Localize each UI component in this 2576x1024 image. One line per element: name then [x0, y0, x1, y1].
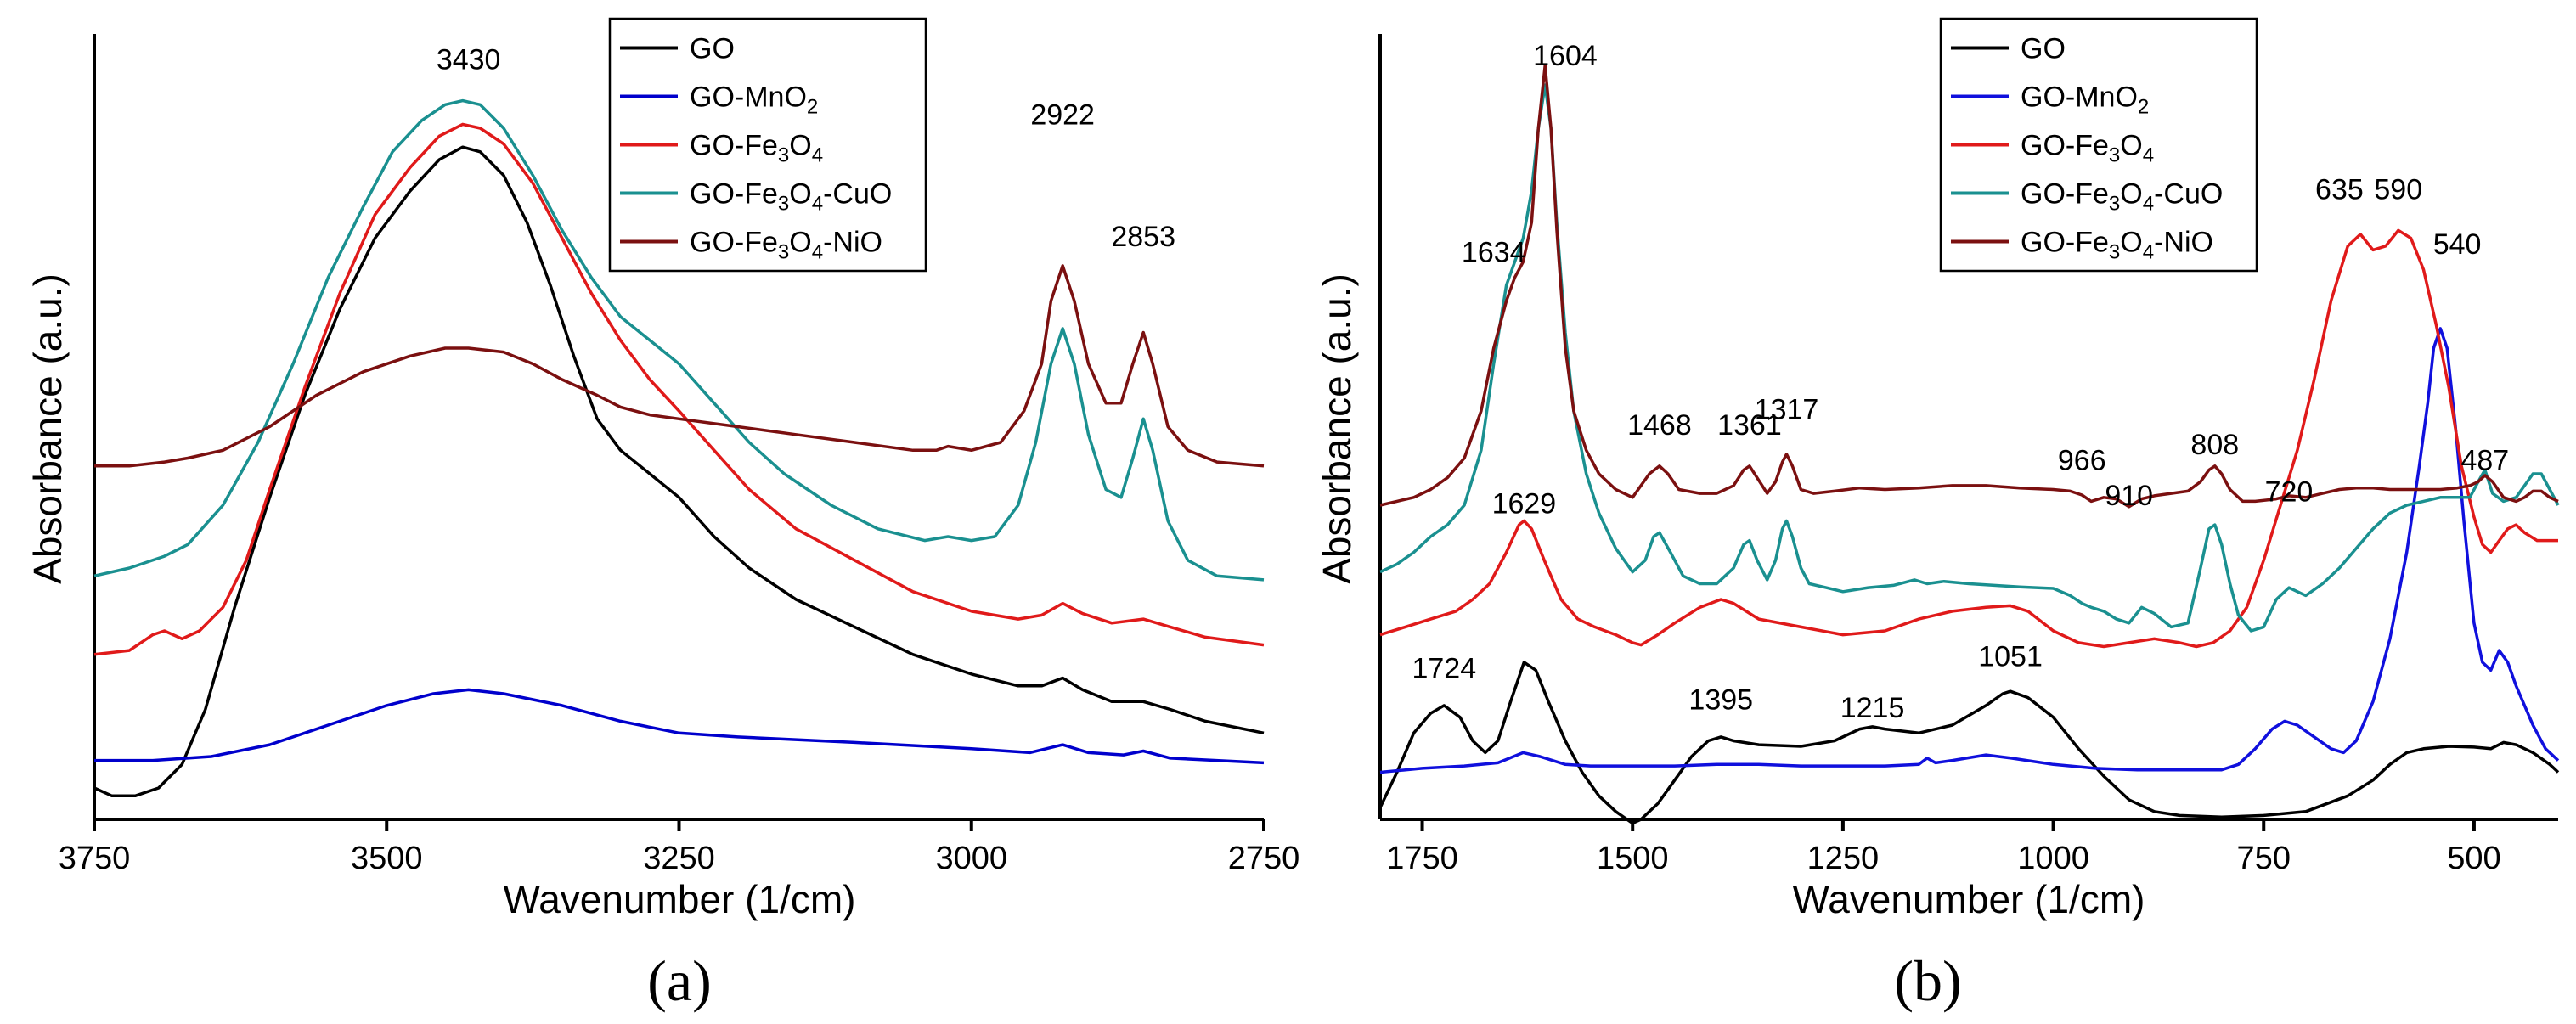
panel-b-legend: GO GO-MnO2 GO-Fe3O4 GO-Fe3O4-CuO GO-Fe3O4-Ni…: [1939, 17, 2258, 273]
panel-a-legend: GO GO-MnO2 GO-Fe3O4 GO-Fe3O4-CuO GO-Fe3O4-Ni…: [608, 17, 927, 273]
legend-entry: GO-Fe3O4-CuO: [2021, 178, 2223, 216]
x-tick-label: 1250: [1807, 841, 1880, 876]
panel-b-series: [1378, 64, 2560, 825]
legend-entry: GO-Fe3O4-NiO: [2021, 227, 2213, 264]
panel-b-letter: (b): [1894, 948, 1961, 1013]
panel-a-x-label: Wavenumber (1/cm): [504, 877, 856, 921]
peak-label: 1634: [1462, 236, 1526, 268]
peak-label: 635: [2315, 173, 2364, 205]
peak-label: 1361: [1717, 409, 1782, 442]
legend-entry: GO-Fe3O4-CuO: [690, 178, 892, 216]
series-line-go-fe3o4-nio: [94, 264, 1265, 468]
panel-b-y-label: Absorbance (a.u.): [1315, 273, 1359, 584]
series-line-go-fe3o4: [93, 122, 1265, 656]
peak-label: 720: [2265, 475, 2314, 508]
peak-label: 2853: [1111, 221, 1175, 253]
panel-b: 1750 1500 1250 1000 750 500 16041634162917241…: [1315, 17, 2560, 1013]
peak-label: 1215: [1840, 692, 1905, 724]
peak-label: 540: [2433, 228, 2482, 261]
legend-entry: GO-Fe3O4-NiO: [690, 227, 882, 264]
peak-label: 1051: [1978, 641, 2043, 673]
series-line-go-mno2: [1379, 327, 2560, 774]
panel-a-letter: (a): [647, 948, 711, 1013]
series-line-go: [93, 145, 1265, 798]
x-tick-label: 3750: [59, 841, 131, 876]
peak-label: 487: [2460, 444, 2509, 476]
panel-b-x-label: Wavenumber (1/cm): [1793, 877, 2145, 921]
peak-label: 2922: [1030, 98, 1095, 131]
series-line-go-fe3o4-cuo: [93, 98, 1265, 582]
series-line-go-fe3o4: [1379, 228, 2558, 649]
peak-label: 1604: [1533, 40, 1598, 72]
peak-label: 1317: [1755, 393, 1819, 425]
legend-entry: GO: [690, 33, 735, 65]
x-tick-label: 1500: [1597, 841, 1669, 876]
legend-entry: GO: [2021, 33, 2066, 65]
peak-label: 1468: [1627, 409, 1692, 442]
series-line-go-mno2: [94, 688, 1265, 765]
peak-label: 910: [2105, 480, 2153, 512]
x-tick-label: 3250: [643, 841, 715, 876]
peak-label: 1395: [1688, 684, 1753, 717]
x-tick-label: 750: [2237, 841, 2291, 876]
peak-label: 1724: [1412, 653, 1476, 685]
panel-a: 3750 3500 3250 3000 2750 3430 2922 2853 GO GO-M…: [25, 17, 1300, 1013]
x-tick-label: 3500: [351, 841, 423, 876]
panel-b-x-ticks: 1750 1500 1250 1000 750 500: [1386, 819, 2501, 876]
panel-a-annotations: 3430 2922 2853: [437, 44, 1175, 253]
legend-entry: GO-MnO2: [690, 82, 818, 119]
peak-label: 966: [2058, 444, 2106, 476]
panel-a-y-label: Absorbance (a.u.): [25, 273, 70, 584]
series-line-go-fe3o4-nio: [1379, 64, 2559, 509]
panel-a-series: [93, 98, 1265, 798]
legend-entry: GO-Fe3O4: [2021, 130, 2154, 167]
series-line-go: [1378, 661, 2560, 825]
legend-entry: GO-MnO2: [2021, 82, 2149, 119]
x-tick-label: 1750: [1386, 841, 1458, 876]
x-tick-label: 1000: [2017, 841, 2089, 876]
panel-a-x-ticks: 3750 3500 3250 3000 2750: [59, 819, 1300, 876]
x-tick-label: 500: [2447, 841, 2500, 876]
peak-label: 590: [2374, 173, 2422, 205]
legend-entry: GO-Fe3O4: [690, 130, 823, 167]
x-tick-label: 3000: [935, 841, 1007, 876]
peak-label: 808: [2190, 429, 2239, 461]
peak-label: 1629: [1492, 487, 1557, 520]
x-tick-label: 2750: [1228, 841, 1300, 876]
peak-label: 3430: [437, 44, 501, 76]
